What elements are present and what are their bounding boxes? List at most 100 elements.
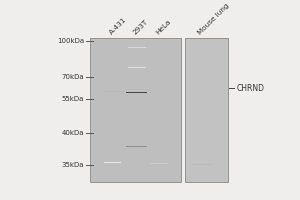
Bar <box>126 92 147 93</box>
Bar <box>103 91 123 92</box>
Bar <box>192 164 211 165</box>
Bar <box>128 67 146 68</box>
Bar <box>150 91 168 92</box>
Bar <box>104 162 121 163</box>
Bar <box>192 164 211 165</box>
Bar <box>128 47 146 48</box>
Bar <box>150 91 168 92</box>
Bar <box>192 164 211 165</box>
Bar <box>126 146 147 147</box>
Bar <box>128 47 146 48</box>
Bar <box>192 164 211 165</box>
Bar <box>150 91 168 92</box>
Bar <box>128 47 146 48</box>
Bar <box>128 47 146 48</box>
Text: HeLa: HeLa <box>155 19 172 36</box>
Text: 100kDa: 100kDa <box>57 38 84 44</box>
Bar <box>128 67 146 68</box>
Bar <box>103 91 123 92</box>
Bar <box>150 163 168 164</box>
Bar <box>192 164 211 165</box>
Bar <box>104 162 121 163</box>
Bar <box>150 163 168 164</box>
Bar <box>128 67 146 68</box>
Bar <box>150 163 168 164</box>
Bar <box>103 91 123 92</box>
Bar <box>128 47 146 48</box>
Bar <box>128 47 146 48</box>
Bar <box>126 92 147 93</box>
Bar <box>128 47 146 48</box>
Bar <box>150 163 168 164</box>
Text: 40kDa: 40kDa <box>62 130 84 136</box>
Bar <box>192 164 211 165</box>
Bar <box>128 67 146 68</box>
Bar <box>126 92 147 93</box>
Bar <box>126 92 147 93</box>
Bar <box>104 162 121 163</box>
Bar <box>103 91 123 92</box>
Bar <box>126 146 147 147</box>
Bar <box>104 162 121 163</box>
Bar <box>150 163 168 164</box>
Bar <box>126 92 147 93</box>
Bar <box>128 47 146 48</box>
Bar <box>192 164 211 165</box>
Text: 293T: 293T <box>132 19 149 36</box>
Bar <box>128 47 146 48</box>
Bar <box>150 91 168 92</box>
Bar <box>150 163 168 164</box>
Bar <box>150 91 168 92</box>
Bar <box>126 92 147 93</box>
Bar <box>192 164 211 165</box>
Bar <box>192 164 211 165</box>
Bar <box>128 47 146 48</box>
Bar <box>192 164 211 165</box>
Bar <box>192 164 211 165</box>
Bar <box>150 91 168 92</box>
Bar <box>192 164 211 165</box>
Bar <box>128 47 146 48</box>
Bar <box>126 146 147 147</box>
Bar <box>103 91 123 92</box>
Text: 70kDa: 70kDa <box>62 74 84 80</box>
Bar <box>192 164 211 165</box>
Bar <box>150 163 168 164</box>
Bar <box>126 92 147 93</box>
Bar <box>150 91 168 92</box>
Bar <box>192 164 211 165</box>
Bar <box>128 47 146 48</box>
Bar <box>192 164 211 165</box>
Bar <box>104 162 121 163</box>
Bar <box>150 163 168 164</box>
Bar <box>126 146 147 147</box>
Bar <box>104 162 121 163</box>
Bar <box>150 91 168 92</box>
Bar <box>126 146 147 147</box>
Bar <box>126 146 147 147</box>
Bar <box>103 91 123 92</box>
Bar <box>103 91 123 92</box>
Bar <box>192 164 211 165</box>
Bar <box>126 146 147 147</box>
Bar <box>150 91 168 92</box>
Bar <box>126 146 147 147</box>
Bar <box>104 162 121 163</box>
Bar <box>103 91 123 92</box>
Bar <box>103 91 123 92</box>
Bar <box>128 47 146 48</box>
Bar <box>104 162 121 163</box>
Bar <box>128 67 146 68</box>
Bar <box>150 163 168 164</box>
Bar <box>150 91 168 92</box>
Bar <box>128 67 146 68</box>
Bar <box>192 164 211 165</box>
Bar <box>103 91 123 92</box>
Bar <box>126 146 147 147</box>
Bar <box>128 47 146 48</box>
Text: 35kDa: 35kDa <box>62 162 84 168</box>
Bar <box>104 162 121 163</box>
Bar <box>150 91 168 92</box>
Bar <box>104 162 121 163</box>
Bar <box>104 162 121 163</box>
